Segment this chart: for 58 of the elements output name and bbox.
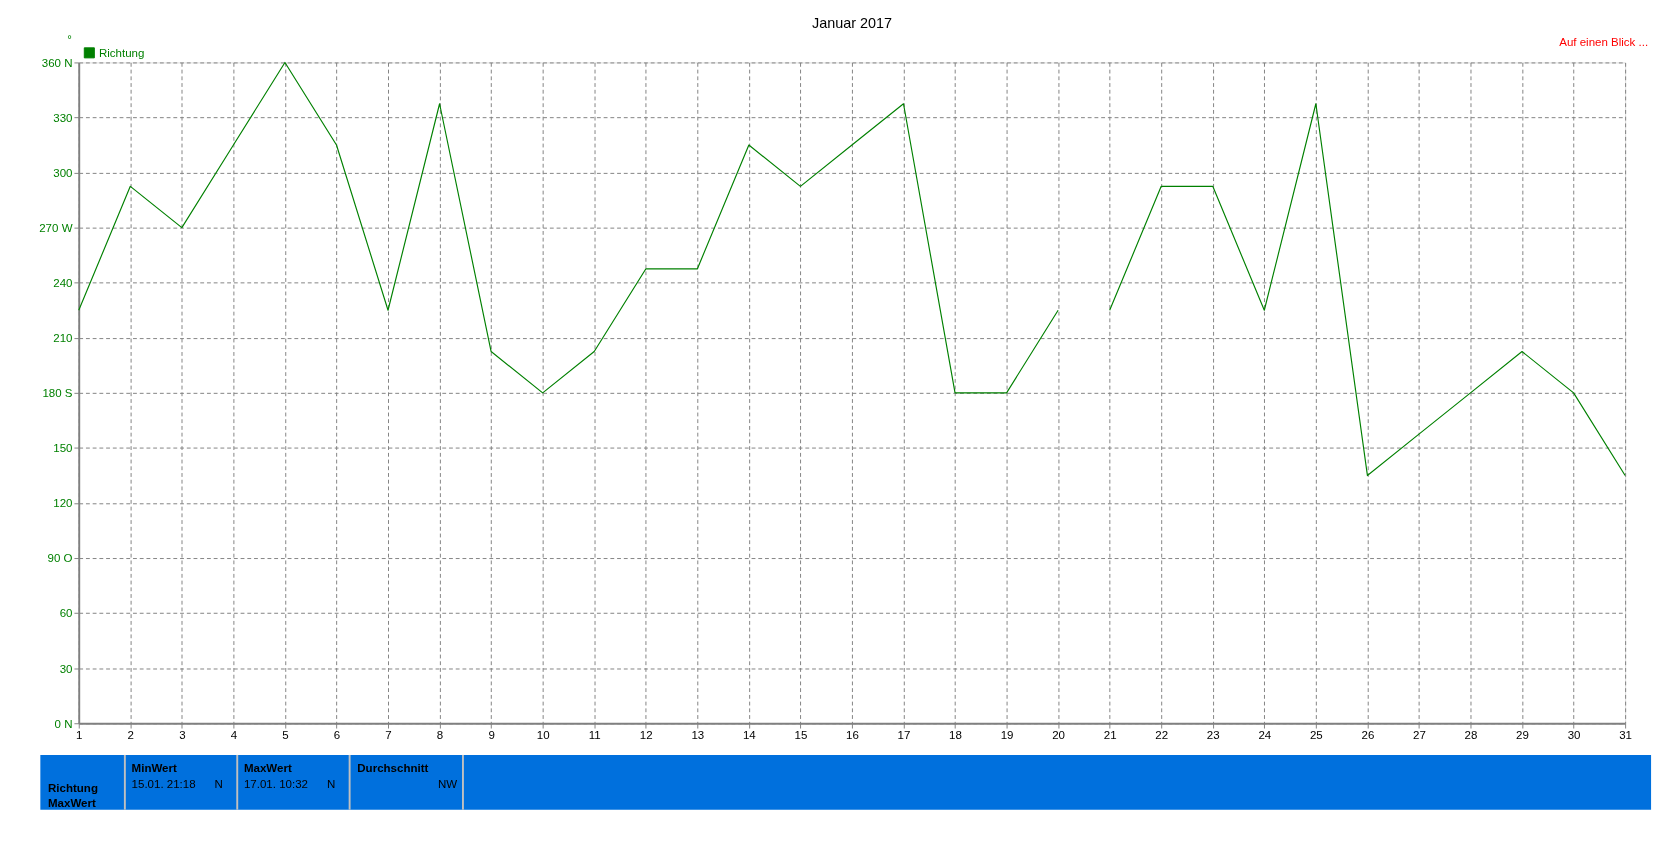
text: 17.01. 10:32: [243, 777, 309, 790]
x-tick-label: 30: [1567, 729, 1581, 742]
x-tick-label: 18: [949, 729, 962, 742]
x-tick-label: 28: [1464, 729, 1478, 742]
text: MaxWert: [243, 762, 292, 775]
text: Richtung: [48, 782, 98, 795]
x-tick-label: 20: [1052, 729, 1066, 742]
x-tick-label: 1: [76, 729, 83, 742]
y-tick-label: 90 O: [47, 552, 73, 565]
x-tick-label: 8: [436, 729, 444, 742]
y-tick-label: 270 W: [39, 221, 73, 234]
x-tick-label: 15: [794, 729, 808, 742]
x-tick-label: 12: [639, 729, 653, 742]
text: MinWert: [131, 762, 177, 775]
text: 15.01. 21:18: [131, 777, 196, 790]
y-axis-title: °: [67, 32, 72, 45]
x-tick-label: 2: [127, 729, 134, 742]
legend-label: Richtung: [98, 46, 145, 59]
y-tick-label: 30: [59, 662, 73, 675]
x-tick-label: 5: [282, 729, 289, 742]
text: NW: [438, 777, 458, 790]
text: Auf einen Blick ...: [1559, 36, 1649, 49]
x-tick-label: 3: [179, 729, 186, 742]
y-tick-label: 60: [59, 607, 73, 620]
x-tick-label: 9: [488, 729, 495, 742]
x-tick-label: 19: [1000, 729, 1014, 742]
x-tick-label: 25: [1309, 729, 1323, 742]
y-tick-label: 330: [53, 111, 73, 124]
x-tick-label: 7: [385, 729, 392, 742]
x-tick-label: 4: [230, 729, 238, 742]
x-tick-label: 14: [742, 729, 757, 742]
x-tick-label: 11: [588, 729, 601, 742]
text: N: [326, 777, 336, 790]
y-tick-label: 0 N: [54, 717, 73, 730]
x-tick-label: 17: [897, 729, 911, 742]
y-tick-label: 120: [53, 497, 73, 510]
x-tick-label: 27: [1413, 729, 1426, 742]
x-tick-label: 21: [1103, 729, 1117, 742]
y-tick-label: 180 S: [42, 387, 73, 400]
y-tick-label: 240: [53, 277, 73, 290]
x-tick-label: 10: [536, 729, 550, 742]
x-tick-label: 29: [1516, 729, 1529, 742]
x-tick-label: 16: [846, 729, 859, 742]
y-tick-label: 210: [53, 332, 73, 345]
y-tick-label: 300: [53, 166, 73, 179]
x-tick-label: 13: [691, 729, 705, 742]
chart-title: Januar 2017: [811, 14, 892, 31]
x-tick-label: 22: [1155, 729, 1169, 742]
x-tick-label: 24: [1258, 729, 1272, 742]
x-tick-label: 6: [333, 729, 341, 742]
text: Durchschnitt: [357, 762, 429, 775]
x-tick-label: 23: [1206, 729, 1220, 742]
y-tick-label: 150: [53, 442, 73, 455]
x-tick-label: 31: [1619, 729, 1633, 742]
y-tick-label: 360 N: [41, 56, 73, 69]
text: N: [214, 777, 223, 790]
x-tick-label: 26: [1361, 729, 1375, 742]
text: MaxWert: [48, 796, 96, 809]
